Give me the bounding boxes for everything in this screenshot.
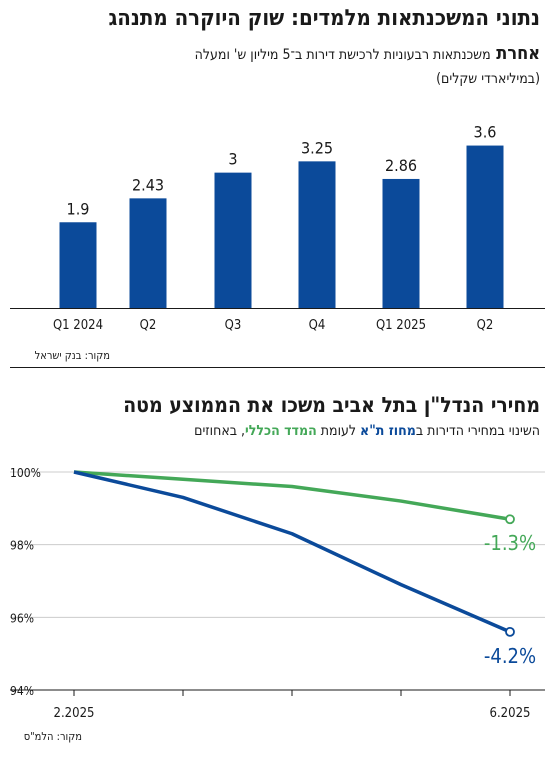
bar-value-label-3: 3.25 [301, 138, 333, 157]
chart1-subtitle-unit: (במיליארדי שקלים) [436, 71, 540, 87]
y-tick-label-1: 98% [10, 539, 34, 553]
x-tick-label-end: 6.2025 [490, 706, 531, 721]
x-tick-label-4: Q1 2025 [376, 318, 426, 333]
bar-value-label-4: 2.86 [385, 156, 417, 175]
x-tick-label-3: Q4 [309, 318, 326, 333]
chart1-title: נתוני המשכנתאות מלמדים: שוק היוקרה מתנהג [108, 6, 540, 31]
chart2-title: מחירי הנדל"ן בתל אביב משכו את הממוצע מטה [123, 393, 540, 417]
bar-value-label-5: 3.6 [474, 123, 497, 142]
chart2-source: מקור: הלמ"ס [23, 730, 82, 743]
y-tick-label-0: 100% [10, 466, 41, 480]
chart2-subtitle-general: המדד הכללי [245, 423, 317, 439]
series-end-marker-general [505, 514, 515, 525]
chart2-subtitle-tlv: מחוז ת"א [360, 423, 416, 439]
chart1-subtitle: אחרת משכנתאות רבעוניות לרכישת דירות ב־5 … [20, 42, 540, 91]
chart2-subtitle: השינוי במחירי הדירות במחוז ת"א לעומת המד… [194, 423, 540, 439]
chart2-subtitle-prefix: השינוי במחירי הדירות ב [415, 423, 540, 439]
bar-value-label-0: 1.9 [67, 199, 90, 218]
x-tick-label-start: 2.2025 [54, 706, 95, 721]
bar-2 [214, 172, 252, 308]
chart1-title-continuation: אחרת [490, 43, 540, 64]
chart1-source: מקור: בנק ישראל [34, 349, 110, 362]
bar-5 [466, 145, 504, 308]
line-chart: 100% 98% 96% 94% 2.2025 6.2025 -1.3% -4.2% [10, 466, 545, 721]
series-line-tlv [73, 470, 511, 634]
bar-chart: 1.9 Q1 2024 2.43 Q2 3 Q3 3.25 Q4 2.86 Q1 2025 3.6 Q… [10, 123, 545, 333]
x-tick-label-1: Q2 [140, 318, 157, 333]
series-end-label-tlv: -4.2% [484, 644, 536, 668]
bar-0 [59, 222, 97, 308]
x-tick-label-5: Q2 [477, 318, 494, 333]
section-divider [10, 367, 545, 368]
bar-3 [298, 161, 336, 308]
series-end-marker-tlv [505, 626, 515, 637]
y-tick-label-2: 96% [10, 611, 34, 625]
chart2-subtitle-mid: לעומת [316, 423, 361, 439]
bar-4 [382, 178, 420, 308]
series-line-general [73, 470, 511, 521]
y-tick-label-3: 94% [10, 684, 34, 698]
chart2-subtitle-suffix: , באחוזים [194, 423, 246, 439]
bar-1 [129, 198, 167, 308]
bar-value-label-1: 2.43 [132, 175, 164, 194]
x-tick-label-0: Q1 2024 [53, 318, 103, 333]
bar-value-label-2: 3 [228, 150, 237, 169]
series-end-label-general: -1.3% [484, 531, 536, 555]
chart1-subtitle-text: משכנתאות רבעוניות לרכישת דירות ב־5 מיליו… [194, 47, 491, 63]
x-tick-label-2: Q3 [225, 318, 242, 333]
